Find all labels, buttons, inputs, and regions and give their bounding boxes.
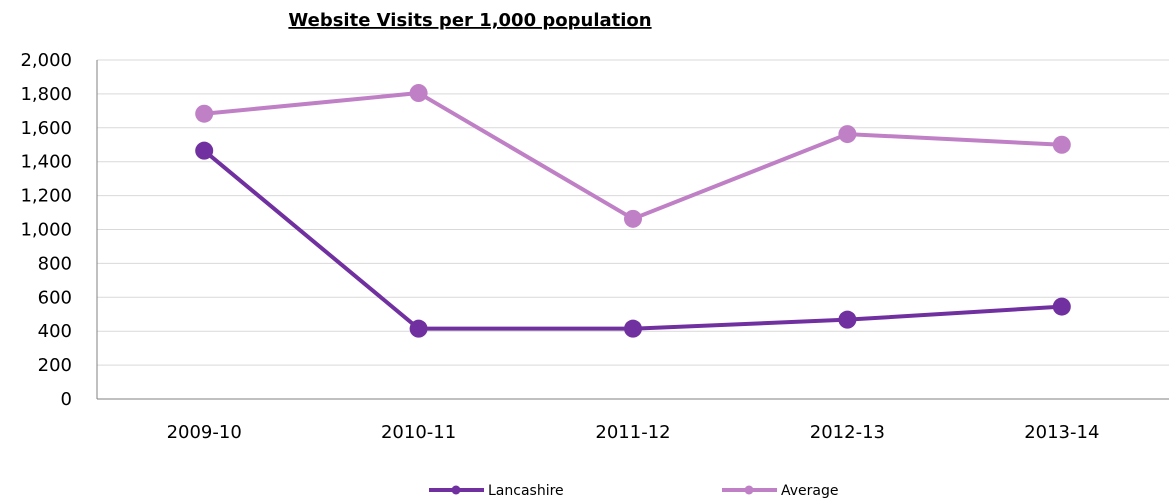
y-tick-label: 600: [38, 287, 72, 308]
series-line-1: [204, 91, 1062, 221]
legend-label-0: Lancashire: [488, 483, 564, 499]
x-tick-label: 2011-12: [595, 422, 670, 443]
y-tick-label: 800: [38, 253, 72, 274]
y-tick-label: 0: [61, 389, 72, 410]
legend-marker-1: [744, 485, 754, 495]
y-tick-label: 2,000: [20, 50, 72, 71]
y-tick-label: 1,000: [20, 220, 72, 241]
data-point: [1052, 297, 1071, 316]
data-point: [195, 104, 214, 123]
legend-label-1: Average: [781, 483, 839, 499]
data-point: [409, 84, 428, 103]
data-point: [838, 125, 857, 144]
series-line-0: [202, 149, 1062, 331]
gridlines: [97, 59, 1169, 366]
data-point: [195, 141, 214, 160]
y-tick-label: 1,800: [20, 84, 72, 105]
x-tick-label: 2013-14: [1024, 422, 1099, 443]
legend: Lancashire Average: [429, 483, 839, 499]
y-tick-label: 1,600: [20, 118, 72, 139]
x-axis-ticks: 2009-10 2010-11 2011-12 2012-13 2013-14: [167, 422, 1100, 443]
data-point: [838, 310, 857, 329]
y-tick-label: 400: [38, 321, 72, 342]
data-point: [409, 319, 428, 338]
y-tick-label: 1,400: [20, 152, 72, 173]
y-axis-ticks: 0 200 400 600 800 1,000 1,200 1,400 1,600 1,800 2,…: [20, 50, 72, 410]
x-tick-label: 2012-13: [810, 422, 885, 443]
data-point: [624, 319, 642, 338]
data-point: [624, 209, 642, 228]
data-point: [1052, 135, 1071, 154]
legend-marker-0: [451, 485, 461, 495]
y-tick-label: 1,200: [20, 186, 72, 207]
y-tick-label: 200: [38, 355, 72, 376]
x-tick-label: 2009-10: [167, 422, 242, 443]
series-group: [195, 84, 1071, 338]
chart-title: Website Visits per 1,000 population: [288, 10, 651, 31]
x-tick-label: 2010-11: [381, 422, 456, 443]
